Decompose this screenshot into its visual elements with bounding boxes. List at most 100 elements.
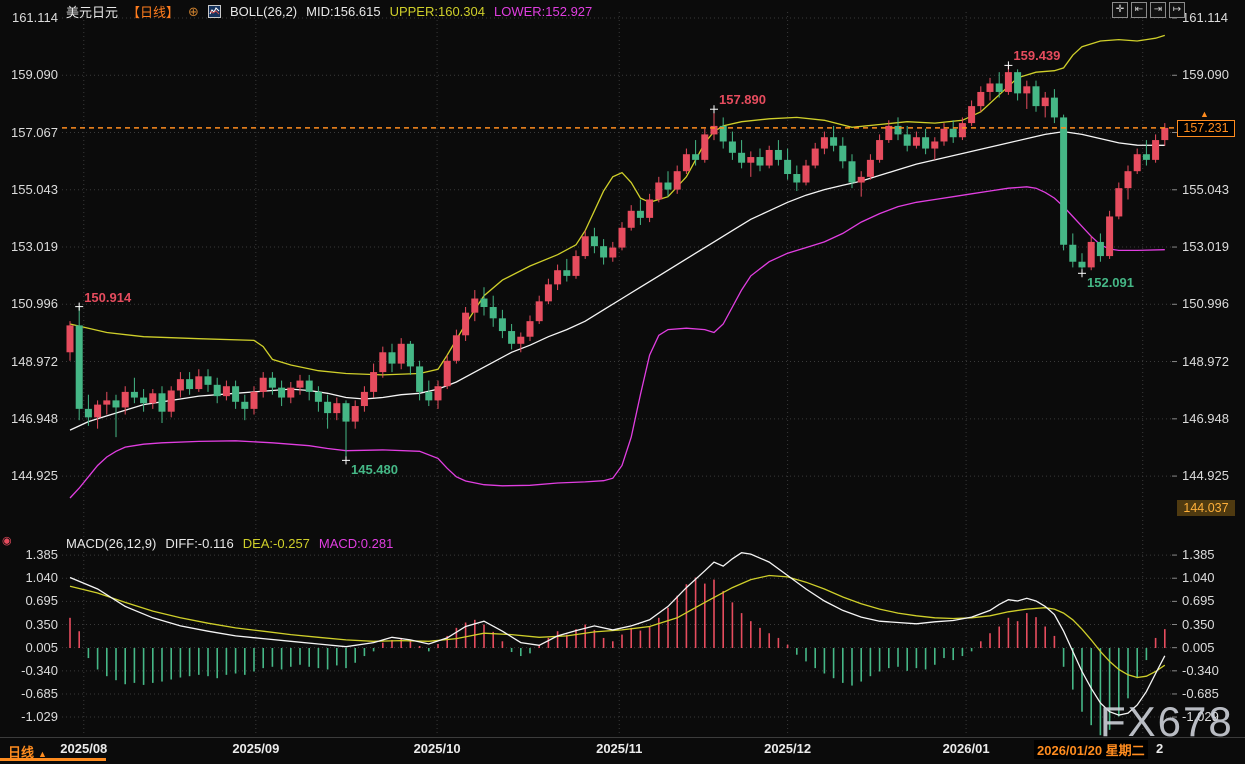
candle bbox=[1115, 182, 1123, 220]
watermark: FX678 bbox=[1100, 698, 1234, 745]
candle bbox=[195, 369, 203, 392]
macd-bar bbox=[115, 648, 117, 681]
boll-chart-icon[interactable] bbox=[207, 5, 221, 18]
macd-bar bbox=[538, 644, 540, 648]
price-axis-label: 155.043 bbox=[11, 181, 58, 197]
triangle-up-icon: ▲ bbox=[38, 749, 47, 759]
price-axis-label: 155.043 bbox=[1182, 181, 1229, 197]
shift-right-icon[interactable]: ↦ bbox=[1169, 2, 1185, 18]
candle bbox=[885, 120, 893, 143]
macd-bar bbox=[1053, 635, 1056, 648]
axis-scale-right-icon[interactable]: ⇥ bbox=[1150, 2, 1166, 18]
macd-bar bbox=[234, 648, 237, 674]
period-label[interactable]: 【日线】 bbox=[127, 5, 180, 20]
price-axis-label: 161.114 bbox=[11, 10, 58, 25]
candle bbox=[922, 128, 930, 155]
macd-bar bbox=[317, 648, 320, 669]
candle bbox=[728, 131, 736, 160]
boll-lower-value: LOWER:152.927 bbox=[493, 4, 593, 19]
macd-bar bbox=[869, 648, 872, 677]
macd-bar bbox=[805, 648, 807, 662]
macd-bar bbox=[299, 648, 301, 665]
candle bbox=[213, 377, 221, 404]
macd-diff-line bbox=[69, 552, 1166, 716]
macd-bar bbox=[897, 648, 899, 667]
candle bbox=[793, 165, 801, 191]
macd-bar bbox=[501, 641, 504, 648]
candle bbox=[167, 386, 175, 418]
pan-icon[interactable]: ✛ bbox=[1112, 2, 1128, 18]
candle bbox=[664, 171, 672, 197]
month-label: 2026/01 bbox=[942, 741, 990, 756]
macd-bar bbox=[759, 627, 761, 648]
macd-bar bbox=[354, 648, 356, 663]
macd-bar bbox=[244, 648, 246, 675]
macd-params-label: MACD(26,12,9) bbox=[66, 536, 157, 551]
candle bbox=[581, 230, 589, 259]
candle bbox=[397, 338, 405, 370]
macd-bar bbox=[446, 635, 448, 648]
macd-dea-value: DEA:-0.257 bbox=[242, 536, 310, 551]
candle bbox=[443, 355, 451, 390]
candle bbox=[876, 134, 884, 163]
candle bbox=[259, 372, 267, 398]
candle bbox=[94, 400, 102, 429]
macd-bar bbox=[253, 648, 255, 672]
month-label: 2025/12 bbox=[764, 741, 812, 756]
macd-bar bbox=[308, 648, 310, 667]
candle bbox=[646, 193, 654, 223]
macd-bar bbox=[1016, 621, 1019, 648]
macd-axis-label: -0.340 bbox=[21, 662, 58, 678]
candle bbox=[986, 77, 994, 101]
candle bbox=[232, 380, 240, 409]
price-annotation: 145.480 bbox=[351, 462, 398, 478]
candle bbox=[434, 380, 442, 409]
macd-axis-label: -1.029 bbox=[21, 709, 58, 725]
macd-histogram bbox=[69, 577, 1166, 736]
candle bbox=[1161, 123, 1169, 146]
candle bbox=[1004, 65, 1012, 95]
macd-axis-label: 1.385 bbox=[25, 547, 58, 563]
candle bbox=[866, 154, 874, 180]
macd-diff-value: DIFF:-0.116 bbox=[165, 536, 234, 551]
candle bbox=[406, 340, 414, 375]
low-marker-badge: 144.037 bbox=[1177, 500, 1235, 517]
period-tab-daily[interactable]: 日线 ▲ bbox=[8, 742, 47, 761]
macd-bar bbox=[713, 579, 715, 648]
macd-bar bbox=[602, 637, 605, 648]
macd-header: MACD(26,12,9) DIFF:-0.116 DEA:-0.257 MAC… bbox=[66, 536, 393, 551]
candle bbox=[75, 306, 83, 421]
candle bbox=[977, 86, 985, 112]
macd-bar bbox=[428, 648, 430, 652]
macd-bar bbox=[474, 619, 476, 648]
add-indicator-icon[interactable]: ⊕ bbox=[188, 3, 199, 19]
candle bbox=[839, 137, 847, 169]
macd-bar bbox=[906, 648, 908, 671]
symbol-label: 美元日元 bbox=[66, 5, 119, 20]
candle bbox=[682, 148, 690, 175]
axis-scale-left-icon[interactable]: ⇤ bbox=[1131, 2, 1147, 18]
candle bbox=[158, 386, 166, 424]
macd-bar bbox=[262, 648, 264, 669]
macd-bar bbox=[96, 648, 99, 670]
candle bbox=[140, 389, 148, 412]
macd-bar bbox=[1062, 648, 1065, 667]
candle bbox=[1106, 210, 1114, 259]
price-annotation: 159.439 bbox=[1013, 48, 1061, 64]
macd-axis-label: 0.350 bbox=[25, 616, 58, 632]
macd-bar bbox=[372, 648, 375, 652]
candle bbox=[710, 109, 718, 141]
macd-bar bbox=[658, 617, 660, 648]
macd-bar bbox=[1136, 648, 1138, 679]
macd-bar bbox=[133, 648, 136, 683]
candle bbox=[811, 142, 819, 169]
price-axis-label: 150.996 bbox=[1182, 296, 1229, 312]
price-axis-label: 144.925 bbox=[1182, 468, 1229, 484]
candle bbox=[618, 222, 626, 251]
macd-bar bbox=[934, 648, 936, 665]
macd-bar bbox=[777, 637, 780, 648]
macd-bar bbox=[860, 648, 862, 682]
macd-bar bbox=[280, 648, 283, 670]
candle bbox=[103, 391, 111, 415]
